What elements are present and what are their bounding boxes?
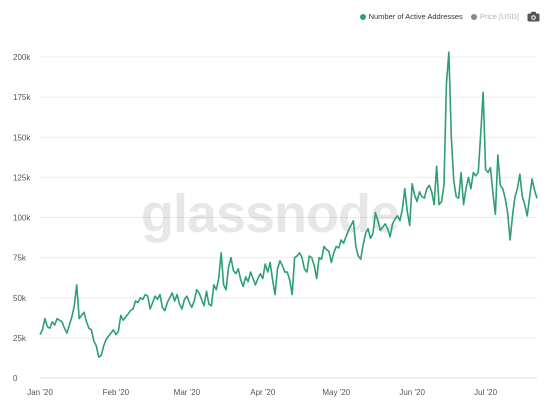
legend-label-active-addresses: Number of Active Addresses (368, 12, 463, 21)
legend: Number of Active Addresses Price [USD] (359, 11, 540, 22)
y-tick-label: 50k (13, 294, 27, 303)
x-tick-label: Mar '20 (174, 388, 201, 397)
camera-icon[interactable] (527, 11, 540, 22)
legend-dot-price-usd (470, 13, 477, 20)
x-tick-label: Jan '20 (27, 388, 53, 397)
series-line-active-addresses[interactable] (39, 51, 538, 358)
x-tick-label: Jul '20 (474, 388, 497, 397)
y-tick-label: 150k (13, 133, 31, 142)
legend-item-active-addresses[interactable]: Number of Active Addresses (359, 12, 463, 21)
y-tick-label: 25k (13, 334, 27, 343)
y-tick-label: 0 (13, 374, 18, 383)
series-layer (39, 51, 538, 358)
watermark: glassnode (141, 184, 399, 244)
x-tick-label: Feb '20 (103, 388, 130, 397)
x-tick-label: May '20 (322, 388, 350, 397)
y-tick-label: 200k (13, 53, 31, 62)
legend-item-price-usd[interactable]: Price [USD] (470, 12, 519, 21)
y-axis-tick-labels: 0 25k 50k 75k 100k 125k 150k 175k 200k (13, 53, 31, 383)
y-tick-label: 75k (13, 254, 27, 263)
y-tick-label: 125k (13, 173, 31, 182)
y-tick-label: 100k (13, 214, 31, 223)
x-tick-label: Jun '20 (399, 388, 425, 397)
legend-dot-active-addresses (359, 13, 366, 20)
y-gridlines (40, 56, 537, 379)
y-tick-label: 175k (13, 93, 31, 102)
x-tick-label: Apr '20 (250, 388, 276, 397)
legend-label-price-usd: Price [USD] (479, 12, 519, 21)
x-axis-tick-labels: Jan '20 Feb '20 Mar '20 Apr '20 May '20 Jun '… (27, 388, 497, 397)
